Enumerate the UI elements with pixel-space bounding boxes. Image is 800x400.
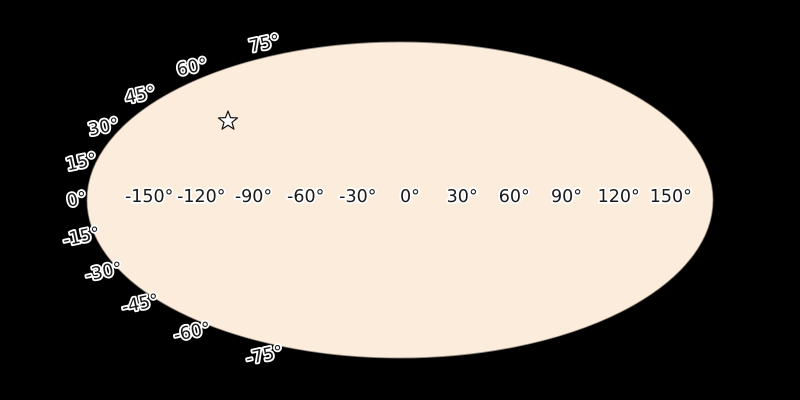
lon-tick-label: -120°	[177, 187, 225, 207]
lon-tick-label: -60°	[287, 187, 324, 207]
longitude-labels: -150° -120° -90° -60° -30° 0° 30° 60° 90° 120° 150…	[123, 185, 694, 209]
globe-fill	[87, 42, 713, 358]
lat-tick-label: 45°	[123, 83, 158, 109]
lat-tick-label: 75°	[247, 31, 282, 57]
lon-tick-label: 150°	[650, 187, 692, 207]
epicenter-star-marker	[217, 110, 239, 130]
lon-tick-label: -150°	[125, 187, 173, 207]
lon-tick-label: 60°	[499, 187, 530, 207]
lon-tick-label: -90°	[235, 187, 272, 207]
lon-tick-label: 90°	[551, 187, 582, 207]
map-boundary	[86, 41, 714, 359]
lon-tick-label: 30°	[447, 187, 478, 207]
latitude-labels: 75°60°45°30°15°0°-15°-30°-45°-60°-75°	[59, 29, 286, 371]
lon-tick-label: -30°	[339, 187, 376, 207]
lon-tick-label: 0°	[400, 187, 420, 207]
lon-tick-label: 120°	[598, 187, 640, 207]
lat-tick-label: 0°	[65, 188, 89, 212]
